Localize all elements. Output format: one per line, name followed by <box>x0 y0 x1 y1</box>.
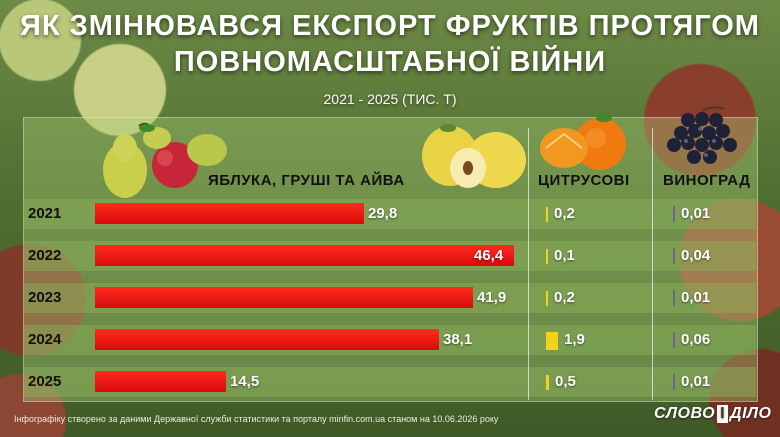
bar-grapes-2023 <box>673 290 675 306</box>
value-grapes-2021: 0,01 <box>681 205 711 222</box>
title-line-2: ПОВНОМАСШТАБНОЇ ВІЙНИ <box>173 46 607 78</box>
value-citrus-2025: 0,5 <box>555 373 576 390</box>
value-citrus-2024: 1,9 <box>564 331 585 348</box>
citrus-illustration <box>540 114 626 170</box>
bar-grapes-2024 <box>673 332 675 348</box>
column-divider <box>652 128 653 400</box>
bar-apples-2023 <box>95 287 473 308</box>
value-grapes-2025: 0,01 <box>681 373 711 390</box>
value-grapes-2022: 0,04 <box>681 247 711 264</box>
header-apples: ЯБЛУКА, ГРУШІ ТА АЙВА <box>208 172 405 189</box>
header-grapes: ВИНОГРАД <box>663 172 751 189</box>
value-grapes-2024: 0,06 <box>681 331 711 348</box>
header-citrus: ЦИТРУСОВІ <box>538 172 630 189</box>
bar-citrus-2025 <box>546 375 549 390</box>
bar-apples-2025 <box>95 371 226 392</box>
bar-apples-2022 <box>95 245 514 266</box>
bar-grapes-2022 <box>673 248 675 264</box>
value-apples-2025: 14,5 <box>230 373 260 390</box>
year-label: 2025 <box>28 373 62 390</box>
subtitle: 2021 - 2025 (ТИС. Т) <box>323 91 457 107</box>
year-label: 2023 <box>28 289 62 306</box>
bar-citrus-2021 <box>546 207 548 222</box>
value-citrus-2021: 0,2 <box>554 205 575 222</box>
logo-text-mid: І <box>717 405 729 423</box>
value-citrus-2022: 0,1 <box>554 247 575 264</box>
bar-grapes-2021 <box>673 206 675 222</box>
bar-grapes-2025 <box>673 374 675 390</box>
value-grapes-2023: 0,01 <box>681 289 711 306</box>
year-label: 2024 <box>28 331 62 348</box>
apples-pears-illustration <box>103 122 227 198</box>
bar-citrus-2024 <box>546 331 558 350</box>
brand-logo: СЛОВО І ДІЛО <box>654 405 771 423</box>
value-apples-2023: 41,9 <box>477 289 507 306</box>
bar-citrus-2023 <box>546 291 548 306</box>
year-label: 2021 <box>28 205 62 222</box>
column-divider <box>528 128 529 400</box>
value-apples-2021: 29,8 <box>368 205 398 222</box>
bar-apples-2021 <box>95 203 364 224</box>
source-note: Інфографіку створено за даними Державної… <box>14 414 499 424</box>
logo-text-right: ДІЛО <box>730 405 772 422</box>
quince-illustration <box>422 124 526 188</box>
bar-apples-2024 <box>95 329 439 350</box>
value-citrus-2023: 0,2 <box>554 289 575 306</box>
value-apples-2024: 38,1 <box>443 331 473 348</box>
value-apples-2022: 46,4 <box>474 247 504 264</box>
year-label: 2022 <box>28 247 62 264</box>
grapes-illustration <box>667 106 737 164</box>
title-line-1: ЯК ЗМІНЮВАВСЯ ЕКСПОРТ ФРУКТІВ ПРОТЯГОМ <box>20 10 760 42</box>
logo-text-left: СЛОВО <box>654 405 716 422</box>
bar-citrus-2022 <box>546 249 548 264</box>
